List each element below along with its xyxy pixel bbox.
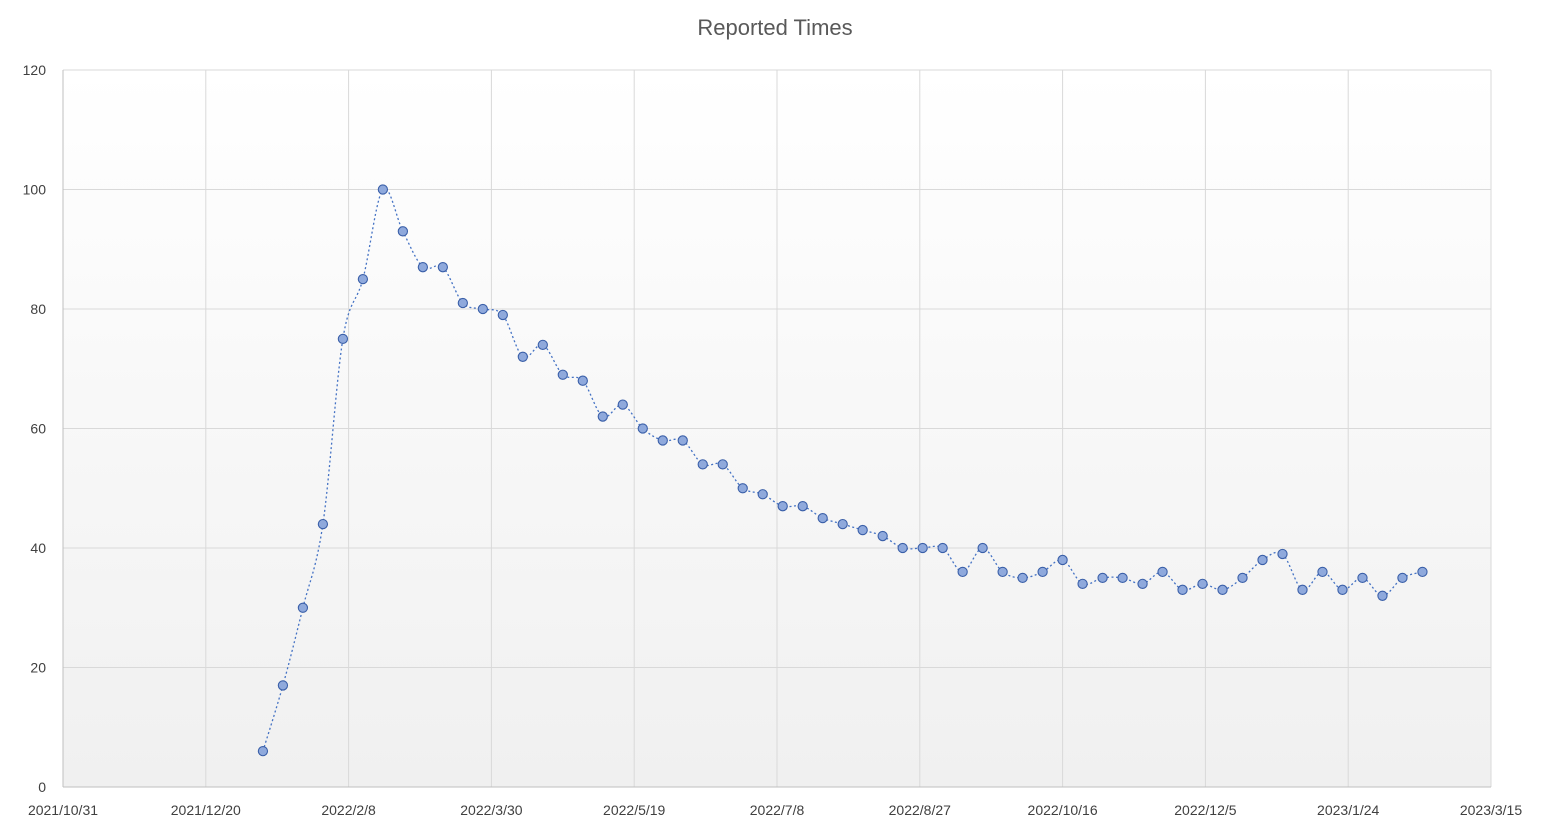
data-point [997,566,1008,578]
data-point [437,262,448,273]
y-tick-label: 40 [30,540,46,556]
x-tick-label: 2022/5/19 [603,802,665,818]
data-point [617,399,628,410]
data-point [557,369,568,380]
data-point [697,459,708,470]
y-axis-tick-labels: 0 20 40 60 80 100 120 [23,62,47,795]
data-point [1217,584,1228,595]
x-tick-label: 2023/1/24 [1317,802,1379,818]
data-point [397,226,409,237]
data-point [357,273,369,285]
x-tick-label: 2021/10/31 [28,802,98,818]
data-point [1177,584,1188,595]
data-point [1237,572,1248,584]
y-tick-label: 100 [23,182,47,198]
data-point [897,542,908,554]
chart-title: Reported Times [697,15,852,40]
data-point [797,501,808,512]
data-point [1057,554,1068,566]
data-point [1317,566,1328,578]
data-point [317,518,329,530]
data-point [1117,572,1128,584]
x-tick-label: 2021/12/20 [171,802,241,818]
data-point [637,423,648,434]
data-point [1397,572,1408,584]
data-point [1197,578,1208,589]
data-point [1337,584,1348,595]
data-point [257,746,269,757]
y-tick-label: 20 [30,660,46,676]
y-tick-label: 0 [38,779,46,795]
data-points [257,184,1428,757]
data-point [777,501,788,512]
data-point [1377,590,1388,601]
x-tick-label: 2022/7/8 [750,802,805,818]
data-point [817,512,828,524]
y-tick-label: 60 [30,421,46,437]
data-point [377,184,389,195]
data-point [1297,584,1308,595]
data-point [1157,566,1168,578]
data-point [937,542,948,554]
y-tick-label: 120 [23,62,47,78]
data-point [1137,578,1148,589]
data-point [1037,566,1048,578]
data-point [1257,554,1268,566]
data-point [537,339,548,350]
x-tick-label: 2022/12/5 [1174,802,1236,818]
data-point [297,602,309,613]
data-point [1417,566,1428,578]
data-point [737,483,748,494]
data-point [917,542,928,554]
data-point [517,351,528,362]
data-point [717,459,728,470]
data-point [277,680,289,691]
x-tick-label: 2022/3/30 [460,802,522,818]
data-point [577,375,588,386]
data-point [457,297,468,309]
gridlines [63,69,1492,787]
x-tick-label: 2022/2/8 [321,802,376,818]
data-point [337,333,349,345]
data-point [857,524,868,536]
data-point [1357,572,1368,584]
data-point [597,411,608,422]
y-tick-label: 80 [30,301,46,317]
data-point [1097,572,1108,584]
data-point [1017,572,1028,584]
data-point [677,435,688,446]
x-axis-tick-labels: 2021/10/31 2021/12/20 2022/2/8 2022/3/30 202… [28,802,1522,818]
series-line [262,187,1423,752]
data-point [977,542,988,554]
axes [62,70,1491,788]
x-tick-label: 2023/3/15 [1460,802,1522,818]
data-point [417,262,429,273]
data-point [477,303,488,315]
x-tick-label: 2022/10/16 [1028,802,1098,818]
data-point [757,489,768,500]
data-point [877,530,888,542]
data-point [957,566,968,578]
data-point [657,435,668,446]
data-point [497,309,508,321]
data-point [1077,578,1088,589]
data-point [1277,548,1288,560]
data-point [837,518,848,530]
x-tick-label: 2022/8/27 [889,802,951,818]
